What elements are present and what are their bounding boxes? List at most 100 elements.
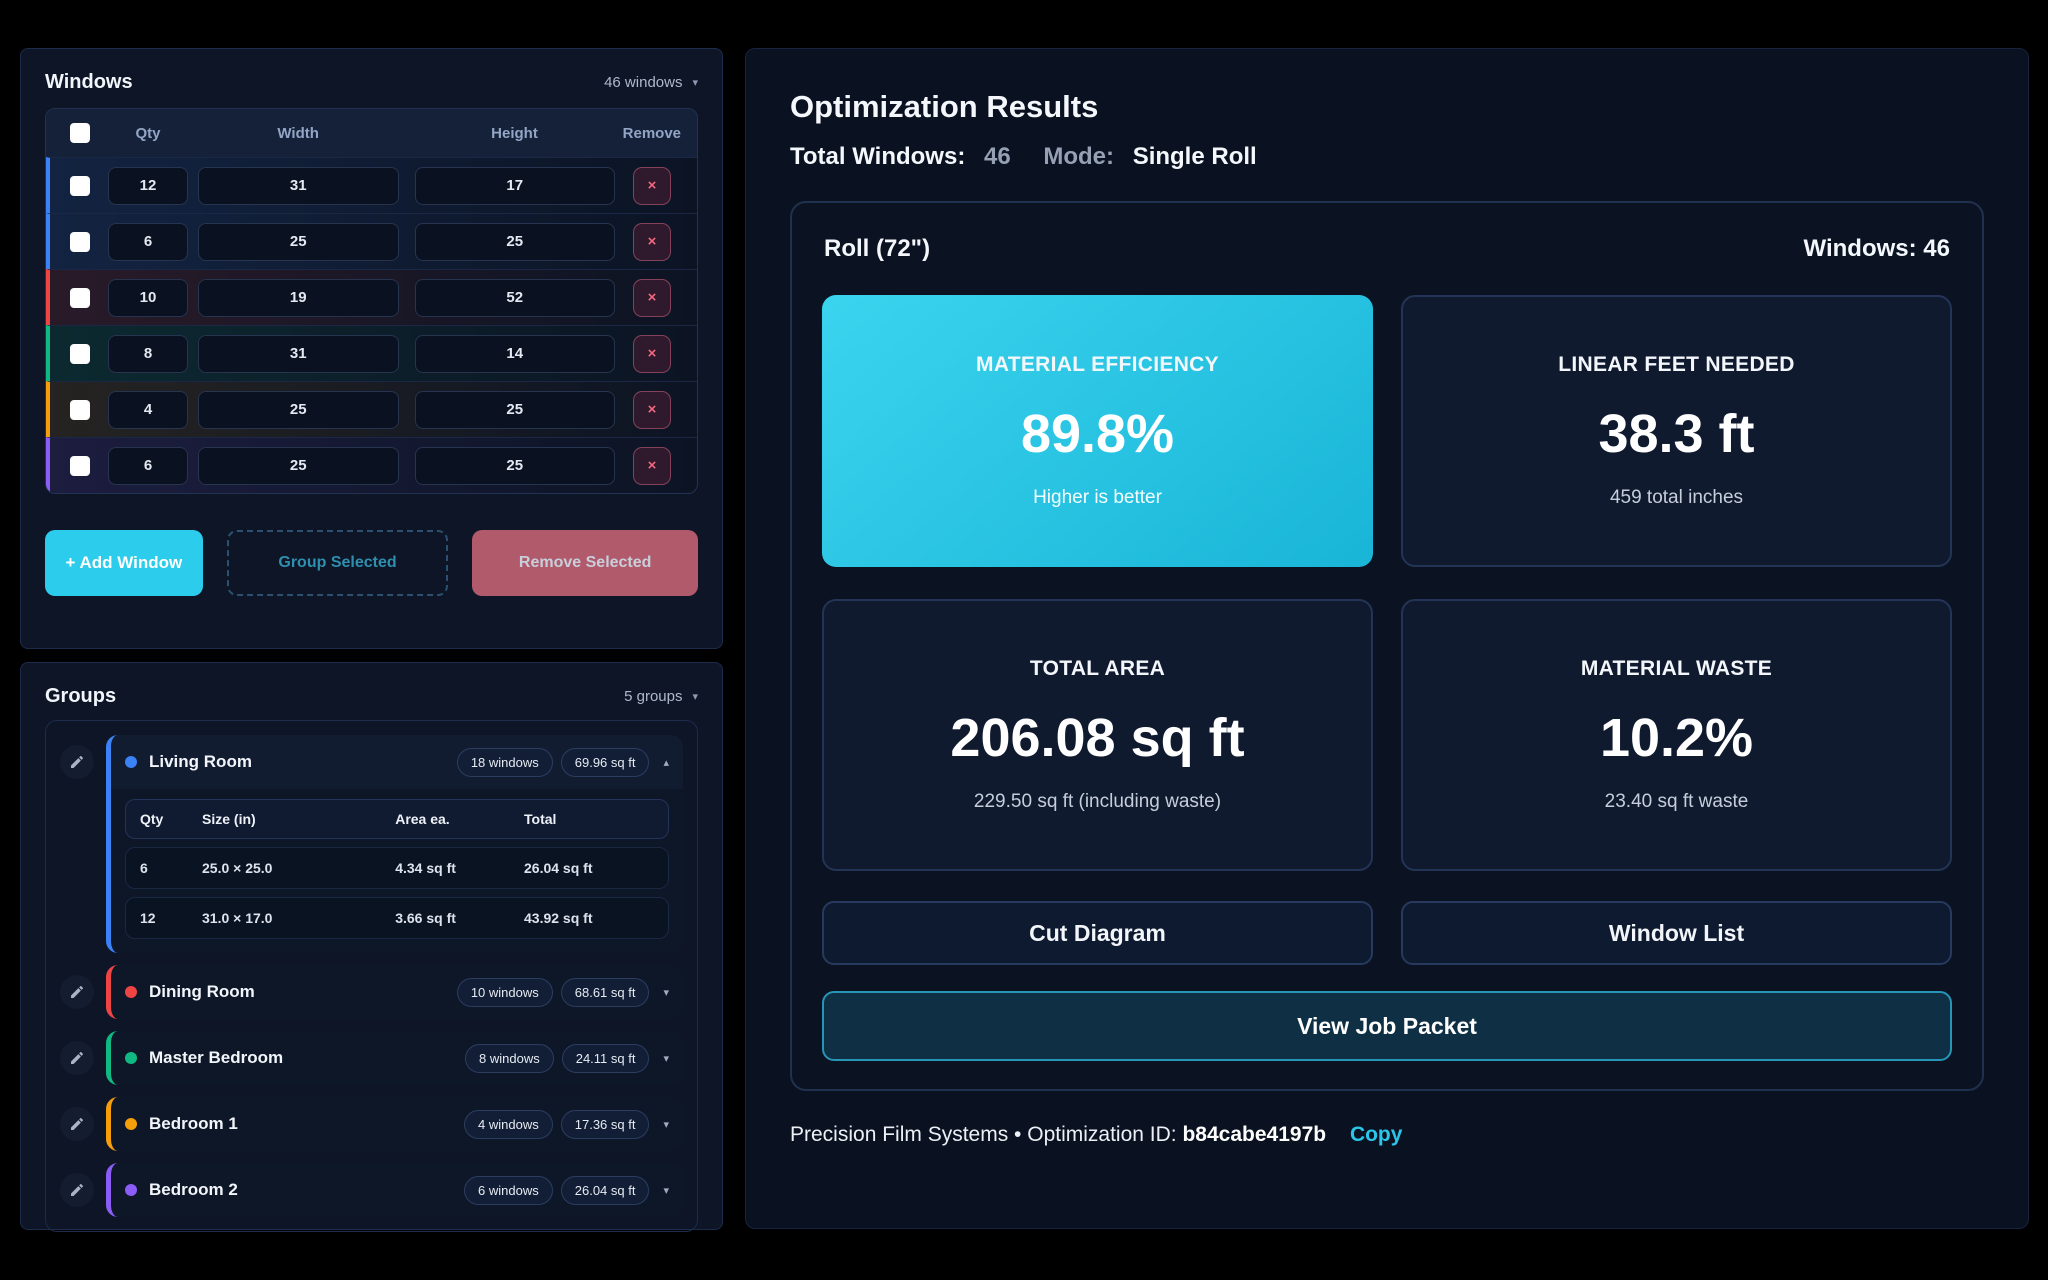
remove-row-button[interactable]: ×: [633, 278, 671, 317]
width-input[interactable]: [198, 390, 399, 429]
group-area-badge: 24.11 sq ft: [561, 1043, 650, 1073]
caret-down-icon: ▾: [663, 1184, 669, 1197]
roll-actions: Cut Diagram Window List: [822, 901, 1952, 965]
edit-group-button[interactable]: [60, 1041, 94, 1075]
groups-title: Groups: [45, 685, 117, 707]
remove-row-button[interactable]: ×: [633, 334, 671, 373]
select-all-checkbox[interactable]: [70, 123, 90, 143]
windows-count-dropdown[interactable]: 46 windows ▾: [604, 74, 698, 91]
group-windows-badge: 18 windows: [456, 747, 553, 777]
add-window-button[interactable]: + Add Window: [45, 530, 203, 596]
qty-input[interactable]: [108, 222, 188, 261]
height-input[interactable]: [414, 222, 615, 261]
group-selected-button[interactable]: Group Selected: [226, 530, 449, 596]
height-input[interactable]: [414, 390, 615, 429]
sub-qty-cell: 12: [140, 910, 156, 926]
group-row: Bedroom 1 4 windows 17.36 sq ft ▾: [60, 1097, 683, 1151]
windows-table: Qty Width Height Remove × × ×: [45, 108, 698, 494]
qty-input[interactable]: [108, 278, 188, 317]
group-header[interactable]: Living Room 18 windows 69.96 sq ft ▴: [111, 735, 683, 789]
edit-group-button[interactable]: [60, 745, 94, 779]
stat-value: 10.2%: [1599, 708, 1754, 768]
groups-list: Living Room 18 windows 69.96 sq ft ▴ Qty…: [45, 720, 698, 1232]
groups-count-dropdown[interactable]: 5 groups ▾: [624, 688, 698, 705]
pencil-icon: [71, 756, 83, 768]
brand-name: Precision Film Systems: [790, 1123, 1009, 1146]
edit-group-button[interactable]: [60, 975, 94, 1009]
window-row: ×: [46, 437, 697, 493]
cut-diagram-button[interactable]: Cut Diagram: [822, 901, 1373, 965]
group-area-badge: 17.36 sq ft: [560, 1109, 650, 1139]
groups-panel: Groups 5 groups ▾ Living Room 18 windows…: [20, 662, 723, 1232]
window-row: ×: [46, 325, 697, 381]
copy-id-link[interactable]: Copy: [1349, 1123, 1403, 1146]
height-input[interactable]: [414, 278, 615, 317]
row-checkbox[interactable]: [70, 455, 90, 476]
sub-total-cell: 43.92 sq ft: [524, 910, 593, 926]
edit-group-button[interactable]: [60, 1173, 94, 1207]
width-input[interactable]: [198, 334, 399, 373]
width-input[interactable]: [198, 446, 399, 485]
row-checkbox[interactable]: [70, 175, 90, 196]
sub-area-cell: 4.34 sq ft: [395, 860, 456, 876]
row-checkbox[interactable]: [70, 343, 90, 364]
remove-row-button[interactable]: ×: [633, 446, 671, 485]
group-windows-badge: 8 windows: [465, 1043, 554, 1073]
sub-area-cell: 3.66 sq ft: [395, 910, 456, 926]
roll-card-header: Roll (72") Windows: 46: [822, 231, 1952, 263]
group-header[interactable]: Bedroom 1 4 windows 17.36 sq ft ▾: [111, 1097, 683, 1151]
row-checkbox[interactable]: [70, 231, 90, 252]
caret-down-icon: ▾: [663, 1052, 669, 1065]
group-header[interactable]: Dining Room 10 windows 68.61 sq ft ▾: [111, 965, 683, 1019]
group-area-badge: 26.04 sq ft: [560, 1175, 650, 1205]
qty-input[interactable]: [108, 390, 188, 429]
remove-row-button[interactable]: ×: [633, 390, 671, 429]
group-windows-badge: 4 windows: [464, 1109, 553, 1139]
windows-count-label: 46 windows: [604, 74, 683, 91]
width-input[interactable]: [198, 166, 399, 205]
sub-qty-cell: 6: [140, 860, 148, 876]
height-input[interactable]: [414, 166, 615, 205]
stat-value: 38.3 ft: [1598, 404, 1755, 464]
remove-row-button[interactable]: ×: [633, 222, 671, 261]
remove-row-button[interactable]: ×: [633, 166, 671, 205]
window-row: ×: [46, 269, 697, 325]
group-row: Living Room 18 windows 69.96 sq ft ▴ Qty…: [60, 735, 683, 953]
view-job-packet-button[interactable]: View Job Packet: [822, 991, 1952, 1061]
roll-card: Roll (72") Windows: 46 MATERIAL EFFICIEN…: [790, 201, 1984, 1091]
width-input[interactable]: [198, 222, 399, 261]
windows-title: Windows: [45, 71, 133, 93]
group-area-badge: 68.61 sq ft: [560, 977, 650, 1007]
group-color-dot: [125, 1052, 137, 1064]
remove-selected-button[interactable]: Remove Selected: [472, 530, 699, 596]
optimization-id-value: b84cabe4197b: [1182, 1123, 1327, 1146]
group-table-header: Qty Size (in) Area ea. Total: [125, 799, 669, 839]
qty-input[interactable]: [108, 334, 188, 373]
footer-separator: •: [1014, 1123, 1022, 1146]
window-row: ×: [46, 157, 697, 213]
results-summary: Total Windows: 46 Mode: Single Roll: [790, 143, 1984, 171]
width-column-header: Width: [277, 124, 319, 142]
qty-input[interactable]: [108, 446, 188, 485]
group-card: Bedroom 1 4 windows 17.36 sq ft ▾: [106, 1097, 683, 1151]
qty-input[interactable]: [108, 166, 188, 205]
group-windows-badge: 6 windows: [464, 1175, 553, 1205]
row-checkbox[interactable]: [70, 399, 90, 420]
height-input[interactable]: [414, 446, 615, 485]
height-input[interactable]: [414, 334, 615, 373]
pencil-icon: [71, 986, 83, 998]
windows-panel: Windows 46 windows ▾ Qty Width Height Re…: [20, 48, 723, 649]
roll-title: Roll (72"): [824, 235, 931, 262]
group-header[interactable]: Bedroom 2 6 windows 26.04 sq ft ▾: [111, 1163, 683, 1217]
group-area-badge: 69.96 sq ft: [560, 747, 650, 777]
row-checkbox[interactable]: [70, 287, 90, 308]
group-row: Bedroom 2 6 windows 26.04 sq ft ▾: [60, 1163, 683, 1217]
caret-up-icon: ▴: [663, 756, 669, 769]
group-name: Bedroom 1: [149, 1114, 238, 1133]
stat-label: MATERIAL WASTE: [1580, 657, 1773, 680]
window-list-button[interactable]: Window List: [1401, 901, 1952, 965]
stat-subtext: 23.40 sq ft waste: [1604, 791, 1749, 812]
edit-group-button[interactable]: [60, 1107, 94, 1141]
width-input[interactable]: [198, 278, 399, 317]
group-header[interactable]: Master Bedroom 8 windows 24.11 sq ft ▾: [111, 1031, 683, 1085]
